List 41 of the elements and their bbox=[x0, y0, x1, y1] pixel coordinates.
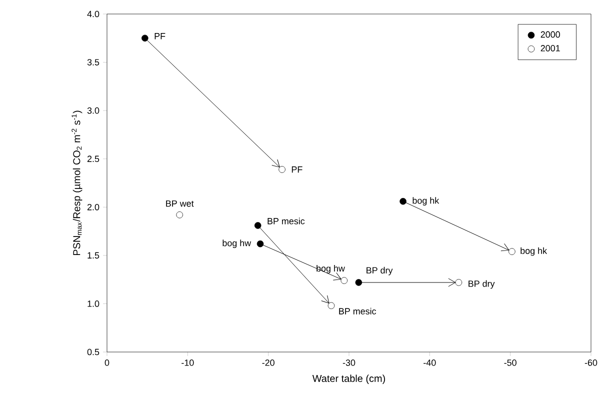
point bbox=[340, 277, 348, 284]
y-tick-label: 1.5 bbox=[88, 252, 100, 259]
x-tick-label: -50 bbox=[504, 360, 516, 366]
x-tick-label: -40 bbox=[424, 360, 436, 366]
y-tick-label: 2.5 bbox=[87, 156, 100, 162]
point bbox=[455, 279, 462, 286]
x-tick-label: -10 bbox=[182, 360, 194, 366]
point bbox=[400, 198, 406, 205]
point bbox=[256, 240, 264, 248]
y-tick-label: 4.0 bbox=[87, 10, 100, 18]
y-tick-label: 1.0 bbox=[88, 300, 100, 307]
x-axis-title: Water table (cm) bbox=[312, 374, 385, 384]
y-tick-label: 3.5 bbox=[87, 59, 100, 66]
annotation: BP dry bbox=[468, 280, 495, 289]
point bbox=[355, 279, 362, 286]
x-tick-label: -60 bbox=[584, 360, 598, 366]
point bbox=[328, 302, 335, 310]
annotation: bog hk bbox=[412, 197, 440, 206]
point bbox=[176, 211, 183, 218]
annotation: BP mesic bbox=[339, 308, 376, 314]
annotation: PF bbox=[154, 33, 166, 40]
annotation: BP dry bbox=[366, 266, 393, 276]
point bbox=[254, 222, 262, 229]
annotation: BP mesic bbox=[268, 218, 305, 224]
x-tick-label: -30 bbox=[342, 360, 356, 366]
point bbox=[142, 34, 148, 42]
text: PSN$_{max}$/Resp (µmol CO$_{2}$ m$^{-2}$ s$^{-1}$) bbox=[72, 110, 82, 256]
point bbox=[278, 166, 286, 173]
y-tick-label: 0.5 bbox=[87, 348, 100, 356]
annotation: BP wet bbox=[166, 200, 194, 207]
annotation: bog hw bbox=[316, 265, 345, 274]
x-tick-label: -20 bbox=[262, 360, 274, 366]
y-tick-label: 2.0 bbox=[87, 204, 100, 210]
x-tick-label: 0 bbox=[104, 360, 110, 366]
y-tick-label: 3.0 bbox=[87, 107, 100, 114]
legend-label: 2001 bbox=[540, 45, 560, 52]
annotation: bog hk bbox=[520, 247, 548, 256]
annotation: bog hw bbox=[222, 240, 252, 248]
point bbox=[508, 248, 516, 255]
annotation: PF bbox=[292, 166, 302, 173]
legend-label: 2000 bbox=[540, 31, 560, 38]
